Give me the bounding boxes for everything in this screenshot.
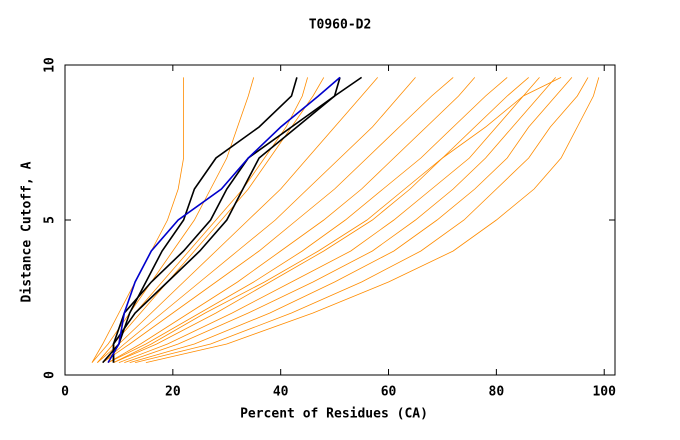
plot-frame: [64, 64, 616, 376]
x-tick-label: 0: [61, 385, 69, 400]
series-line: [113, 77, 562, 363]
series-line: [97, 77, 379, 363]
series-line: [112, 77, 341, 363]
series-line: [124, 77, 557, 363]
series-line: [107, 76, 341, 364]
series-line: [102, 77, 416, 363]
series-line: [97, 77, 325, 363]
series-line: [91, 77, 255, 363]
series-line: [107, 77, 476, 363]
series-line: [113, 77, 529, 363]
x-tick-label: 20: [165, 385, 181, 400]
y-axis-label: Distance Cutoff, A: [20, 161, 35, 302]
series-line: [102, 77, 454, 363]
series-line: [107, 77, 508, 363]
series-line: [129, 77, 573, 363]
series-line: [145, 77, 600, 363]
series-line: [135, 77, 589, 363]
x-axis-label: Percent of Residues (CA): [240, 407, 428, 422]
x-tick-label: 100: [592, 385, 616, 400]
y-tick-label: 5: [43, 216, 58, 224]
y-tick-label: 10: [43, 57, 58, 73]
series-line: [102, 77, 298, 364]
x-tick-label: 80: [489, 385, 505, 400]
series-line: [112, 76, 363, 363]
y-tick-label: 0: [43, 371, 58, 379]
series-line: [118, 77, 540, 363]
chart-title: T0960-D2: [309, 18, 372, 33]
series-line: [91, 77, 185, 363]
x-tick-label: 40: [273, 385, 289, 400]
x-tick-label: 60: [381, 385, 397, 400]
